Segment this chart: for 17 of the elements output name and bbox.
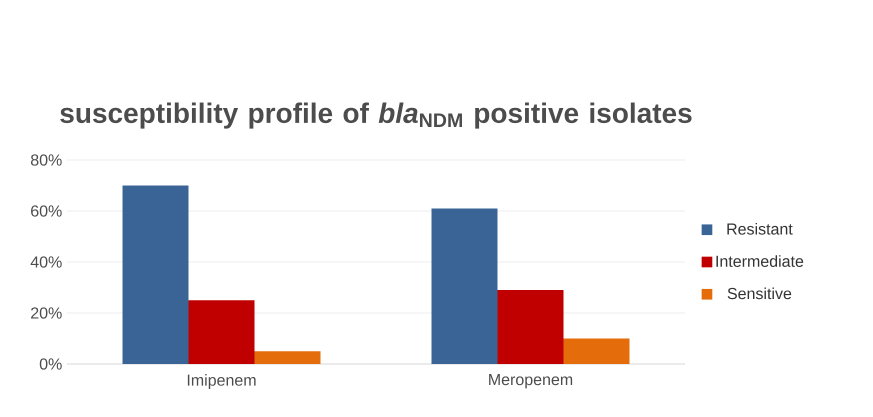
legend-label: Resistant [727,222,793,235]
x-tick-label: Meropenem [489,374,572,388]
legend-label: Intermediate [716,255,804,267]
legend-label: Sensitive [728,287,792,300]
bar [564,338,630,364]
bar [188,300,255,364]
bar [432,208,498,364]
chart-title: susceptibility profile of bla$_{NDM}$ positive isolates [60,102,692,129]
bar [254,351,321,364]
y-tick-label: 20% [31,307,62,319]
y-tick-label: 40% [30,256,62,268]
bar [122,186,188,364]
x-tick-label: Imipenem [188,374,256,389]
y-tick-label: 80% [30,154,62,166]
bar [498,290,564,364]
y-tick-label: 60% [31,205,62,217]
y-tick-label: 0% [40,358,62,370]
